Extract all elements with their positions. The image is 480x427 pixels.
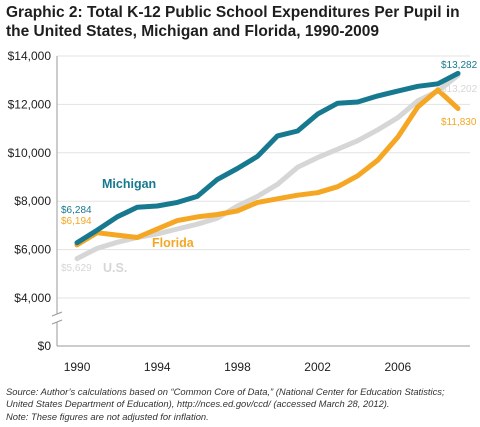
axis-break-icon — [51, 311, 63, 325]
chart-title: Graphic 2: Total K-12 Public School Expe… — [6, 4, 460, 40]
end-value-label: $11,830 — [441, 117, 477, 128]
series-line-us — [74, 72, 461, 262]
source-note: Source: Author’s calculations based on “… — [6, 386, 478, 423]
series-name-label: U.S. — [103, 261, 127, 275]
y-tick-label: $0 — [38, 339, 52, 353]
axes — [51, 56, 470, 347]
y-tick-labels: $0 $4,000 $6,000 $8,000 $10,000 $12,000 $14,00… — [8, 49, 52, 353]
y-tick-label: $4,000 — [14, 291, 51, 305]
series-name-label: Florida — [152, 236, 195, 250]
y-tick-label: $10,000 — [8, 146, 52, 160]
y-tick-label: $12,000 — [8, 97, 52, 111]
series-labels: $6,284$6,194 $5,629 $13,282 $13,202 $11,830 M… — [61, 60, 478, 275]
source-line: United States Department of Education), … — [6, 398, 390, 410]
x-tick-label: 2006 — [384, 360, 411, 374]
source-line: Source: Author’s calculations based on “… — [6, 386, 445, 397]
x-tick-label: 1994 — [144, 360, 171, 374]
gridlines — [57, 55, 470, 299]
x-tick-label: 2002 — [304, 360, 331, 374]
y-tick-label: $8,000 — [14, 194, 51, 208]
series-line-florida — [74, 87, 461, 248]
end-value-label: $13,202 — [441, 84, 478, 95]
end-value-label: $13,282 — [441, 60, 478, 71]
source-line: Note: These figures are not adjusted for… — [6, 410, 209, 422]
y-tick-label: $14,000 — [8, 49, 52, 63]
x-tick-label: 1998 — [224, 360, 251, 374]
series-line-michigan — [74, 70, 461, 246]
start-value-label: $6,284 — [61, 205, 92, 216]
start-value-label: $5,629 — [61, 263, 92, 274]
series-name-label: Michigan — [102, 177, 156, 191]
x-tick-label: 1990 — [64, 360, 91, 374]
x-tick-labels: 1990 1994 1998 2002 2006 — [64, 360, 412, 374]
y-tick-label: $6,000 — [14, 243, 51, 257]
start-value-label: $6,194 — [61, 216, 92, 227]
series-lines — [74, 70, 461, 262]
